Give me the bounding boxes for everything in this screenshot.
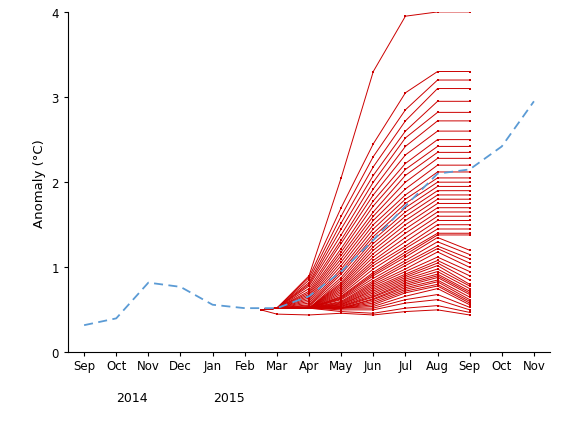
Y-axis label: Anomaly (°C): Anomaly (°C): [33, 138, 46, 227]
Text: 2015: 2015: [213, 391, 244, 404]
Text: 2014: 2014: [116, 391, 148, 404]
